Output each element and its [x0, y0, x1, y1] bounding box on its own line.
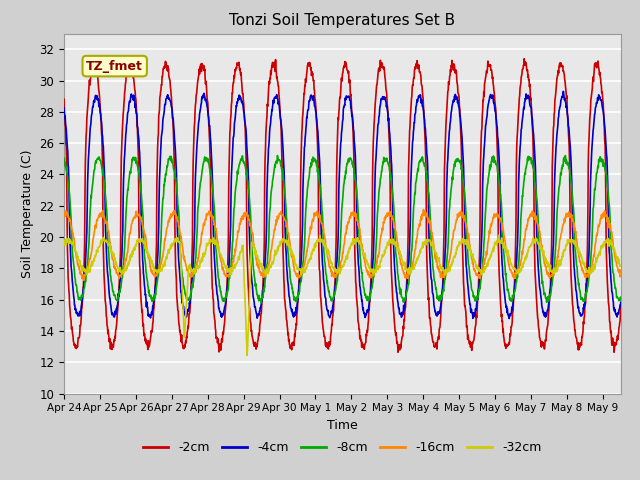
- -8cm: [171, 168, 179, 174]
- -8cm: [60, 156, 68, 161]
- -8cm: [257, 300, 265, 306]
- -4cm: [60, 105, 68, 111]
- -16cm: [171, 209, 179, 215]
- -4cm: [506, 316, 513, 322]
- -8cm: [272, 160, 280, 166]
- Title: Tonzi Soil Temperatures Set B: Tonzi Soil Temperatures Set B: [229, 13, 456, 28]
- -4cm: [160, 110, 168, 116]
- -16cm: [161, 240, 168, 245]
- -32cm: [221, 262, 228, 267]
- -8cm: [544, 294, 552, 300]
- -4cm: [617, 300, 625, 305]
- -2cm: [271, 69, 279, 74]
- -32cm: [272, 252, 280, 258]
- -32cm: [60, 239, 68, 244]
- -4cm: [543, 307, 551, 313]
- -16cm: [617, 273, 625, 279]
- -8cm: [617, 294, 625, 300]
- -32cm: [544, 259, 552, 265]
- Line: -2cm: -2cm: [64, 59, 621, 352]
- Text: TZ_fmet: TZ_fmet: [86, 60, 143, 72]
- -4cm: [271, 95, 279, 101]
- -4cm: [481, 128, 489, 133]
- Line: -32cm: -32cm: [64, 235, 621, 355]
- -2cm: [520, 56, 528, 61]
- -16cm: [544, 270, 552, 276]
- -2cm: [160, 65, 168, 71]
- -16cm: [60, 210, 68, 216]
- -16cm: [221, 272, 229, 278]
- -4cm: [559, 88, 567, 94]
- -2cm: [221, 319, 228, 325]
- Line: -16cm: -16cm: [64, 209, 621, 280]
- -32cm: [482, 266, 490, 272]
- -16cm: [482, 254, 490, 260]
- Line: -4cm: -4cm: [64, 91, 621, 319]
- Y-axis label: Soil Temperature (C): Soil Temperature (C): [20, 149, 34, 278]
- -32cm: [495, 232, 502, 238]
- Line: -8cm: -8cm: [64, 156, 621, 303]
- -2cm: [543, 324, 551, 330]
- -8cm: [273, 153, 281, 158]
- -16cm: [272, 221, 280, 227]
- -2cm: [610, 349, 618, 355]
- Legend: -2cm, -4cm, -8cm, -16cm, -32cm: -2cm, -4cm, -8cm, -16cm, -32cm: [138, 436, 547, 459]
- -16cm: [80, 277, 88, 283]
- -2cm: [171, 167, 179, 172]
- -32cm: [243, 352, 251, 358]
- -8cm: [221, 299, 228, 304]
- -2cm: [617, 303, 625, 309]
- -32cm: [617, 263, 625, 268]
- -16cm: [420, 206, 428, 212]
- X-axis label: Time: Time: [327, 419, 358, 432]
- -2cm: [60, 96, 68, 102]
- -8cm: [482, 200, 490, 206]
- -4cm: [221, 304, 228, 310]
- -32cm: [171, 238, 179, 243]
- -4cm: [171, 135, 179, 141]
- -8cm: [160, 182, 168, 188]
- -32cm: [160, 263, 168, 269]
- -2cm: [481, 77, 489, 83]
